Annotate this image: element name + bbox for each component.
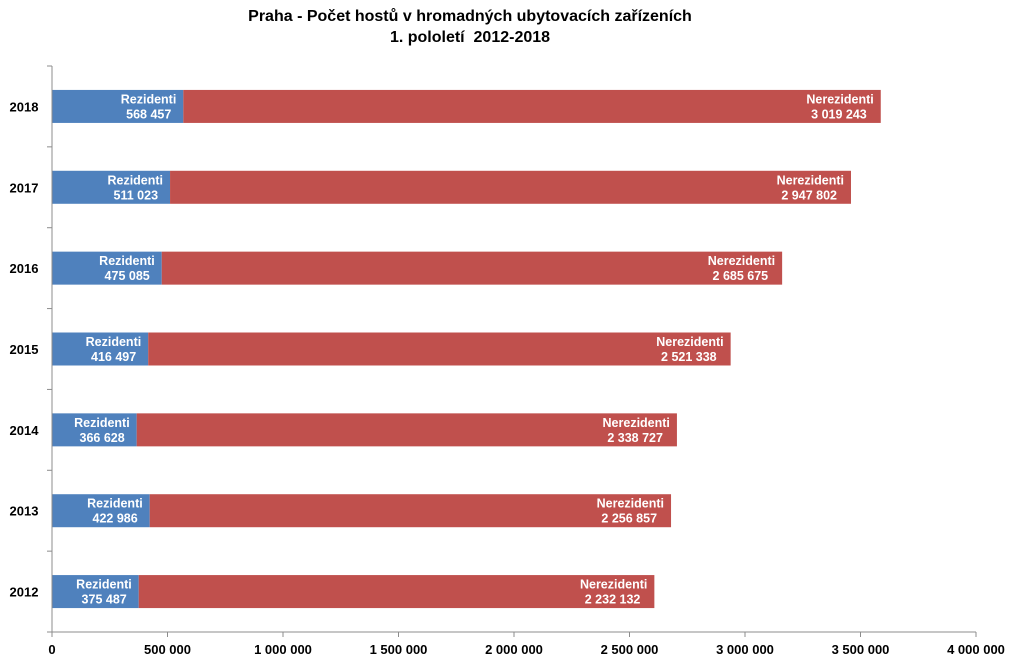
bar-nerezidenti-2017	[170, 170, 851, 204]
bar-label-value-nerezidenti-2018: 3 019 243	[811, 107, 867, 121]
bar-label-value-rezidenti-2012: 375 487	[82, 593, 127, 607]
chart-title-block: Praha - Počet hostů v hromadných ubytova…	[0, 6, 940, 48]
bar-label-name-nerezidenti-2014: Nerezidenti	[603, 416, 670, 430]
bar-rezidenti-2017	[52, 170, 171, 204]
x-tick-label: 3 500 000	[832, 642, 890, 657]
bar-label-name-nerezidenti-2018: Nerezidenti	[806, 92, 873, 106]
x-tick-label: 1 000 000	[254, 642, 312, 657]
x-tick-label: 500 000	[144, 642, 191, 657]
bar-nerezidenti-2015	[148, 332, 731, 366]
bar-label-value-rezidenti-2018: 568 457	[126, 107, 171, 121]
bar-rezidenti-2015	[52, 332, 149, 366]
bar-label-value-rezidenti-2013: 422 986	[93, 512, 138, 526]
bar-label-value-nerezidenti-2016: 2 685 675	[713, 269, 769, 283]
bar-rezidenti-2013	[52, 494, 150, 528]
bar-rezidenti-2018	[52, 89, 184, 123]
chart-title: Praha - Počet hostů v hromadných ubytova…	[248, 8, 692, 25]
bar-label-value-rezidenti-2017: 511 023	[114, 188, 159, 202]
bar-label-value-nerezidenti-2013: 2 256 857	[601, 512, 657, 526]
bar-nerezidenti-2018	[183, 89, 881, 123]
bar-label-name-rezidenti-2018: Rezidenti	[121, 92, 177, 106]
bar-label-name-rezidenti-2017: Rezidenti	[107, 173, 163, 187]
x-tick-label: 1 500 000	[370, 642, 428, 657]
x-tick-label: 2 500 000	[601, 642, 659, 657]
x-tick-label: 3 000 000	[716, 642, 774, 657]
y-tick-label-2012: 2012	[10, 585, 39, 600]
bar-label-value-nerezidenti-2017: 2 947 802	[781, 188, 837, 202]
bar-label-name-nerezidenti-2016: Nerezidenti	[708, 254, 775, 268]
bar-label-name-nerezidenti-2013: Nerezidenti	[597, 497, 664, 511]
y-tick-label-2013: 2013	[10, 504, 39, 519]
bar-rezidenti-2016	[52, 251, 162, 285]
bar-label-name-rezidenti-2013: Rezidenti	[87, 497, 143, 511]
bar-rezidenti-2014	[52, 413, 137, 447]
bar-label-value-nerezidenti-2012: 2 232 132	[585, 593, 641, 607]
bar-label-value-rezidenti-2015: 416 497	[91, 350, 136, 364]
bar-nerezidenti-2016	[161, 251, 783, 285]
chart-subtitle: 1. pololetí 2012-2018	[389, 29, 551, 46]
bar-label-name-rezidenti-2015: Rezidenti	[86, 335, 142, 349]
x-tick-label: 0	[48, 642, 55, 657]
y-tick-label-2018: 2018	[10, 99, 39, 114]
bar-rezidenti-2012	[52, 575, 139, 609]
bar-label-name-nerezidenti-2015: Nerezidenti	[656, 335, 723, 349]
bar-nerezidenti-2013	[149, 494, 672, 528]
bar-label-value-nerezidenti-2015: 2 521 338	[661, 350, 717, 364]
bar-label-name-rezidenti-2014: Rezidenti	[74, 416, 130, 430]
y-tick-label-2014: 2014	[10, 423, 40, 438]
bar-label-value-nerezidenti-2014: 2 338 727	[607, 431, 663, 445]
y-tick-label-2017: 2017	[10, 180, 39, 195]
bar-label-name-rezidenti-2012: Rezidenti	[76, 578, 132, 592]
y-tick-label-2015: 2015	[10, 342, 39, 357]
x-tick-label: 2 000 000	[485, 642, 543, 657]
y-tick-label-2016: 2016	[10, 261, 39, 276]
x-tick-label: 4 000 000	[947, 642, 1005, 657]
bar-label-name-nerezidenti-2012: Nerezidenti	[580, 578, 647, 592]
bar-label-value-rezidenti-2014: 366 628	[80, 431, 125, 445]
bar-label-name-rezidenti-2016: Rezidenti	[99, 254, 155, 268]
bar-nerezidenti-2014	[136, 413, 677, 447]
bar-label-name-nerezidenti-2017: Nerezidenti	[777, 173, 844, 187]
bar-label-value-rezidenti-2016: 475 085	[105, 269, 150, 283]
bar-nerezidenti-2012	[138, 575, 655, 609]
